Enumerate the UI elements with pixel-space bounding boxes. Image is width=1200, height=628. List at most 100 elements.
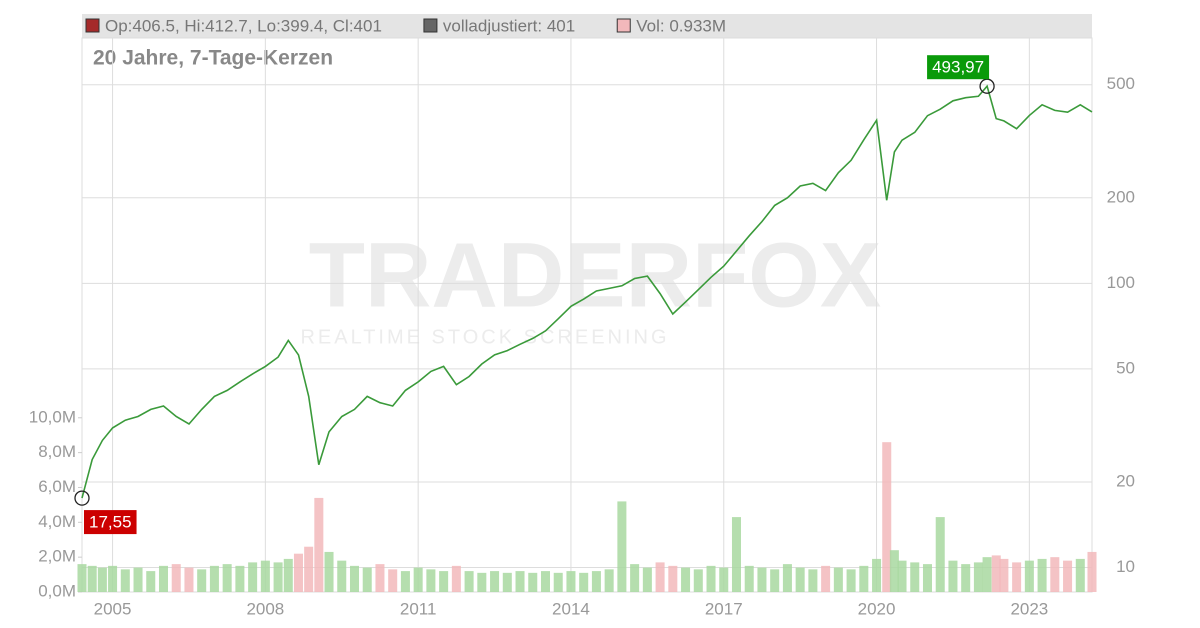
volume-bar xyxy=(744,565,754,592)
x-tick-label: 2020 xyxy=(858,599,896,618)
price-line xyxy=(81,84,1093,499)
volume-bar xyxy=(528,572,538,592)
volume-bar xyxy=(719,567,729,592)
y2-tick-label: 6,0M xyxy=(38,477,76,496)
y-tick-label: 10 xyxy=(1116,557,1135,576)
legend-swatch xyxy=(85,18,100,33)
y2-tick-label: 4,0M xyxy=(38,512,76,531)
volume-bar xyxy=(897,560,907,592)
volume-bar xyxy=(1037,558,1047,592)
volume-bar xyxy=(553,572,563,592)
y2-tick-label: 10,0M xyxy=(29,407,76,426)
volume-bar xyxy=(248,562,258,592)
volume-bar xyxy=(617,501,627,592)
volume-bar xyxy=(999,558,1009,592)
annotation-marker xyxy=(74,490,90,506)
volume-bar xyxy=(304,546,314,592)
volume-bar xyxy=(464,571,474,592)
volume-bar xyxy=(362,567,372,592)
volume-bar xyxy=(515,571,525,592)
volume-bar xyxy=(782,564,792,592)
volume-bar xyxy=(948,560,958,592)
volume-bar xyxy=(910,562,920,592)
volume-bar xyxy=(209,565,219,592)
y-tick-label: 50 xyxy=(1116,358,1135,377)
volume-bar xyxy=(413,567,423,592)
legend-swatch xyxy=(616,18,631,33)
volume-bar xyxy=(693,569,703,592)
volume-bar xyxy=(108,565,118,592)
volume-bar xyxy=(283,558,293,592)
volume-bar xyxy=(961,564,971,592)
volume-bar xyxy=(579,572,589,592)
volume-bar xyxy=(260,560,270,592)
volume-bar xyxy=(400,571,410,592)
volume-bar xyxy=(846,569,856,592)
volume-bar xyxy=(120,569,130,592)
x-tick-label: 2005 xyxy=(94,599,132,618)
volume-bar xyxy=(935,517,945,592)
watermark: TRADERFOX xyxy=(309,224,881,326)
volume-bar xyxy=(872,558,882,592)
x-tick-label: 2014 xyxy=(552,599,590,618)
volume-bar xyxy=(668,565,678,592)
volume-bar xyxy=(991,555,1001,592)
volume-bar xyxy=(973,562,983,592)
volume-bar xyxy=(314,497,324,592)
volume-bar xyxy=(731,517,741,592)
volume-bar xyxy=(349,565,360,592)
volume-bar xyxy=(77,564,87,592)
volume-bar xyxy=(502,572,512,592)
annotation-label: 493,97 xyxy=(932,58,984,77)
legend-band xyxy=(82,14,1092,38)
volume-bar xyxy=(681,567,691,592)
annotation-box xyxy=(927,55,990,80)
volume-bar xyxy=(337,560,347,592)
x-tick-label: 2017 xyxy=(705,599,743,618)
volume-bar xyxy=(770,569,780,592)
legend-label: volladjustiert: 401 xyxy=(443,16,575,35)
volume-bar xyxy=(833,567,843,592)
volume-bar xyxy=(97,567,107,592)
volume-bar xyxy=(889,550,899,592)
volume-bar xyxy=(388,569,398,592)
volume-bar xyxy=(1075,558,1085,592)
volume-bar xyxy=(706,565,716,592)
volume-bar xyxy=(146,571,156,592)
volume-bar xyxy=(197,569,207,592)
volume-bar xyxy=(184,567,194,592)
volume-bar xyxy=(1087,551,1097,592)
volume-bar xyxy=(591,571,601,592)
legend-label: Op:406.5, Hi:412.7, Lo:399.4, Cl:401 xyxy=(105,16,382,35)
chart-title: 20 Jahre, 7-Tage-Kerzen xyxy=(93,47,333,70)
volume-bar xyxy=(439,571,449,592)
volume-bar xyxy=(158,565,169,592)
legend-swatch xyxy=(423,18,438,33)
volume-bar xyxy=(133,567,143,592)
volume-bar xyxy=(642,567,652,592)
x-tick-label: 2023 xyxy=(1010,599,1048,618)
volume-bar xyxy=(655,562,665,592)
y2-tick-label: 0,0M xyxy=(38,581,76,600)
volume-bar xyxy=(859,565,869,592)
volume-bar xyxy=(821,565,831,592)
volume-bar xyxy=(795,567,805,592)
volume-bar xyxy=(922,564,932,592)
volume-bar xyxy=(882,442,892,592)
watermark-tagline: REALTIME STOCK SCREENING xyxy=(300,326,669,348)
volume-bar xyxy=(375,564,385,592)
y-tick-label: 100 xyxy=(1107,273,1135,292)
volume-bar xyxy=(490,571,500,592)
y-tick-label: 200 xyxy=(1107,187,1135,206)
volume-bar xyxy=(1063,560,1073,592)
volume-bar xyxy=(1050,557,1060,592)
x-tick-label: 2008 xyxy=(246,599,284,618)
volume-bar xyxy=(293,553,303,592)
y-tick-label: 500 xyxy=(1107,74,1135,93)
volume-bar xyxy=(982,557,992,592)
volume-bar xyxy=(477,572,487,592)
annotation-box xyxy=(84,510,137,535)
volume-bar xyxy=(604,569,614,592)
volume-bar xyxy=(540,571,550,592)
